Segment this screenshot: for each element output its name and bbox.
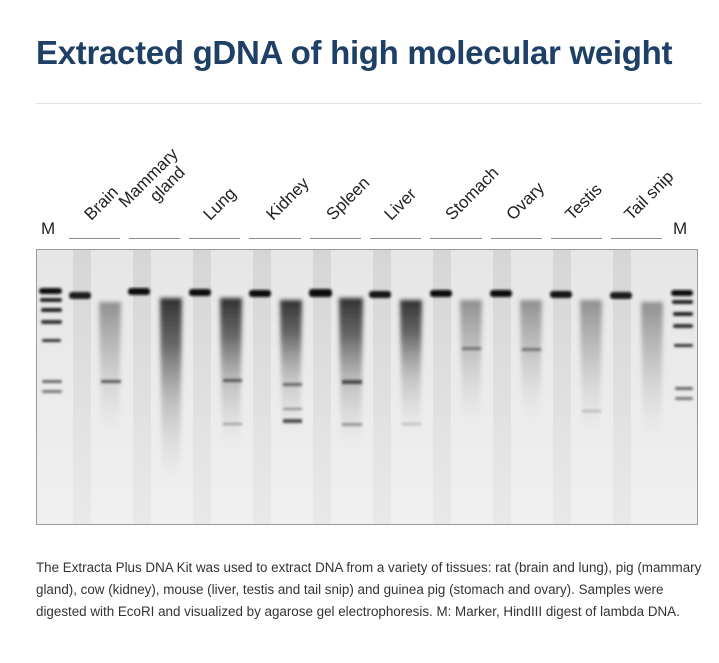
- lane-underline-kidney: [249, 238, 301, 239]
- marker-ladder-right: [671, 290, 693, 400]
- lane-underline-stomach: [430, 238, 482, 239]
- lane-underline-testis: [551, 238, 602, 239]
- lane-label-mammary-gland: Mammary gland: [115, 144, 195, 224]
- figure-caption: The Extracta Plus DNA Kit was used to ex…: [36, 560, 702, 619]
- digested-smears: [99, 298, 663, 485]
- lane-underline-ovary: [491, 238, 542, 239]
- lane-label-brain: Brain: [80, 182, 123, 224]
- lane-label-liver: Liver: [380, 184, 421, 224]
- lane-label-stomach: Stomach: [441, 163, 503, 224]
- lane-underline-tail-snip: [611, 238, 662, 239]
- lane-underline-brain: [69, 238, 120, 239]
- lane-label-testis: Testis: [561, 179, 606, 224]
- marker-ladder-left: [39, 288, 62, 393]
- lane-underline-spleen: [310, 238, 361, 239]
- gel-image: [36, 249, 698, 525]
- marker-label-left: M: [41, 219, 56, 238]
- lane-label-lung: Lung: [199, 183, 240, 224]
- lane-underline-mammary-gland: [129, 238, 180, 239]
- lane-underline-lung: [189, 238, 240, 239]
- lane-streaks: [73, 250, 631, 524]
- title-divider: [36, 103, 702, 104]
- marker-label-right: M: [673, 219, 688, 238]
- lane-label-spleen: Spleen: [322, 173, 374, 224]
- gel-svg: [37, 250, 697, 524]
- page-title: Extracted gDNA of high molecular weight: [36, 34, 673, 71]
- lane-label-tail-snip: Tail snip: [620, 167, 678, 224]
- lane-underline-liver: [370, 238, 421, 239]
- smear-bands: [101, 347, 601, 426]
- undigested-bands: [69, 288, 632, 299]
- lane-label-ovary: Ovary: [502, 178, 549, 224]
- lane-label-kidney: Kidney: [262, 173, 313, 224]
